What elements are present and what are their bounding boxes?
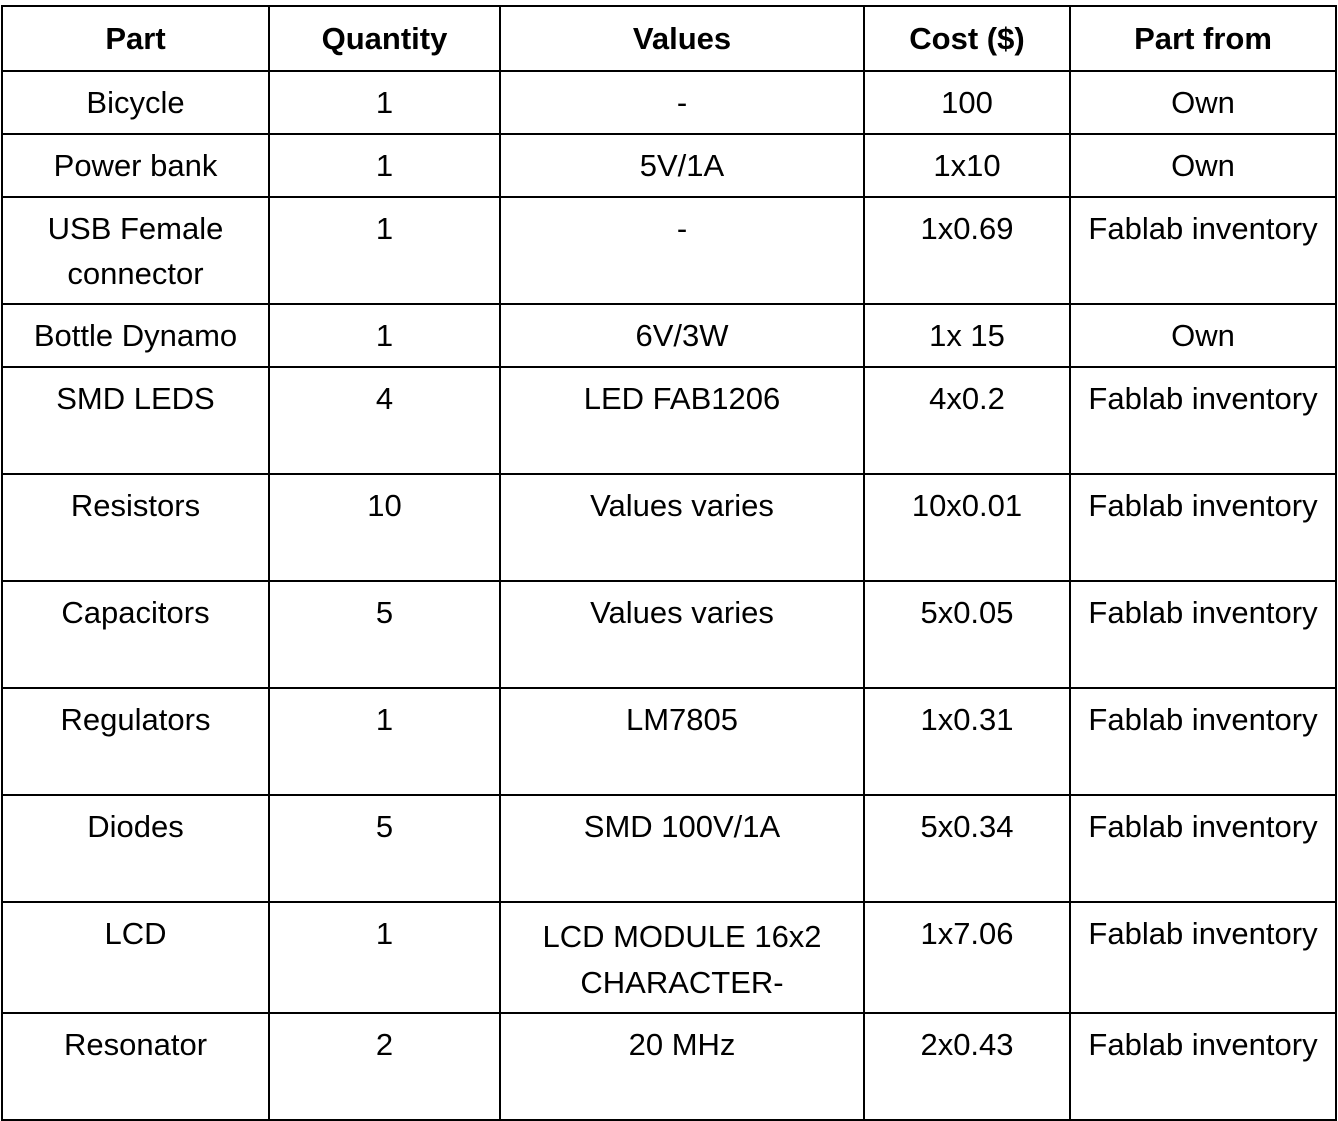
- cell-cost: 1x0.31: [863, 687, 1071, 796]
- table-row: Capacitors 5 Values varies 5x0.05 Fablab inv…: [1, 580, 1337, 689]
- cell-part: Diodes: [1, 794, 270, 903]
- cell-part-from: Fablab inventory: [1069, 473, 1337, 582]
- table-body: Bicycle 1-100 Own Power bank 1 5V/1A 1x10 Own US…: [1, 70, 1337, 1121]
- cell-part: Bicycle: [1, 70, 270, 135]
- cell-quantity: 4: [268, 366, 501, 475]
- table-row: Power bank 1 5V/1A 1x10 Own: [1, 133, 1337, 198]
- cell-values: SMD 100V/1A: [499, 794, 865, 903]
- cell-part: LCD: [1, 901, 270, 1014]
- header-quantity: Quantity: [268, 5, 501, 72]
- cell-part-from: Fablab inventory: [1069, 366, 1337, 475]
- cell-part: SMD LEDS: [1, 366, 270, 475]
- cell-values: -: [499, 70, 865, 135]
- cell-part-from: Own: [1069, 303, 1337, 368]
- cell-quantity: 5: [268, 580, 501, 689]
- cell-values: Values varies: [499, 580, 865, 689]
- cell-cost: 1x7.06: [863, 901, 1071, 1014]
- cell-quantity: 1: [268, 687, 501, 796]
- cell-part-from: Own: [1069, 133, 1337, 198]
- cell-part: USB Female connector: [1, 196, 270, 305]
- table-row: Regulators 1 LM7805 1x0.31 Fablab inventory: [1, 687, 1337, 796]
- cell-part-from: Fablab inventory: [1069, 687, 1337, 796]
- cell-quantity: 1: [268, 196, 501, 305]
- header-part: Part: [1, 5, 270, 72]
- cell-values: 6V/3W: [499, 303, 865, 368]
- cell-part-from: Own: [1069, 70, 1337, 135]
- cell-quantity: 2: [268, 1012, 501, 1121]
- cell-cost: 5x0.34: [863, 794, 1071, 903]
- cell-part-from: Fablab inventory: [1069, 794, 1337, 903]
- cell-values: -: [499, 196, 865, 305]
- header-part-from: Part from: [1069, 5, 1337, 72]
- header-row: Part Quantity Values Cost ($) Part from: [1, 5, 1337, 72]
- cell-part: Capacitors: [1, 580, 270, 689]
- cell-quantity: 5: [268, 794, 501, 903]
- cell-quantity: 1: [268, 70, 501, 135]
- table-row: Bottle Dynamo 1 6V/3W 1x 15 Own: [1, 303, 1337, 368]
- cell-cost: 1x0.69: [863, 196, 1071, 305]
- cell-part-from: Fablab inventory: [1069, 196, 1337, 305]
- cell-part-from: Fablab inventory: [1069, 1012, 1337, 1121]
- cell-part: Resonator: [1, 1012, 270, 1121]
- cell-values: LED FAB1206: [499, 366, 865, 475]
- cell-quantity: 10: [268, 473, 501, 582]
- cell-values: LM7805: [499, 687, 865, 796]
- header-values: Values: [499, 5, 865, 72]
- cell-quantity: 1: [268, 901, 501, 1014]
- cell-cost: 10x0.01: [863, 473, 1071, 582]
- table-row: Bicycle 1-100 Own: [1, 70, 1337, 135]
- parts-table: Part Quantity Values Cost ($) Part from …: [1, 5, 1337, 1121]
- table-row: Diodes 5 SMD 100V/1A 5x0.34 Fablab inventory: [1, 794, 1337, 903]
- table-row: Resonator 2 20 MHz 2x0.43 Fablab inventory: [1, 1012, 1337, 1121]
- header-cost: Cost ($): [863, 5, 1071, 72]
- cell-values: 20 MHz: [499, 1012, 865, 1121]
- cell-values: 5V/1A: [499, 133, 865, 198]
- table-row: LCD 1 LCD MODULE 16x2 CHARACTER- 1x7.06 Fabl…: [1, 901, 1337, 1014]
- cell-values: LCD MODULE 16x2 CHARACTER-: [499, 901, 865, 1014]
- cell-cost: 100: [863, 70, 1071, 135]
- cell-part: Power bank: [1, 133, 270, 198]
- cell-part: Resistors: [1, 473, 270, 582]
- cell-quantity: 1: [268, 303, 501, 368]
- cell-part-from: Fablab inventory: [1069, 901, 1337, 1014]
- table-row: USB Female connector 1-1x0.69 Fablab inven…: [1, 196, 1337, 305]
- cell-part-from: Fablab inventory: [1069, 580, 1337, 689]
- cell-cost: 1x10: [863, 133, 1071, 198]
- cell-part: Bottle Dynamo: [1, 303, 270, 368]
- cell-cost: 4x0.2: [863, 366, 1071, 475]
- cell-cost: 5x0.05: [863, 580, 1071, 689]
- table-row: Resistors 10 Values varies 10x0.01 Fablab in…: [1, 473, 1337, 582]
- table-row: SMD LEDS 4 LED FAB1206 4x0.2 Fablab inventor…: [1, 366, 1337, 475]
- cell-cost: 1x 15: [863, 303, 1071, 368]
- cell-part: Regulators: [1, 687, 270, 796]
- cell-quantity: 1: [268, 133, 501, 198]
- cell-cost: 2x0.43: [863, 1012, 1071, 1121]
- cell-values: Values varies: [499, 473, 865, 582]
